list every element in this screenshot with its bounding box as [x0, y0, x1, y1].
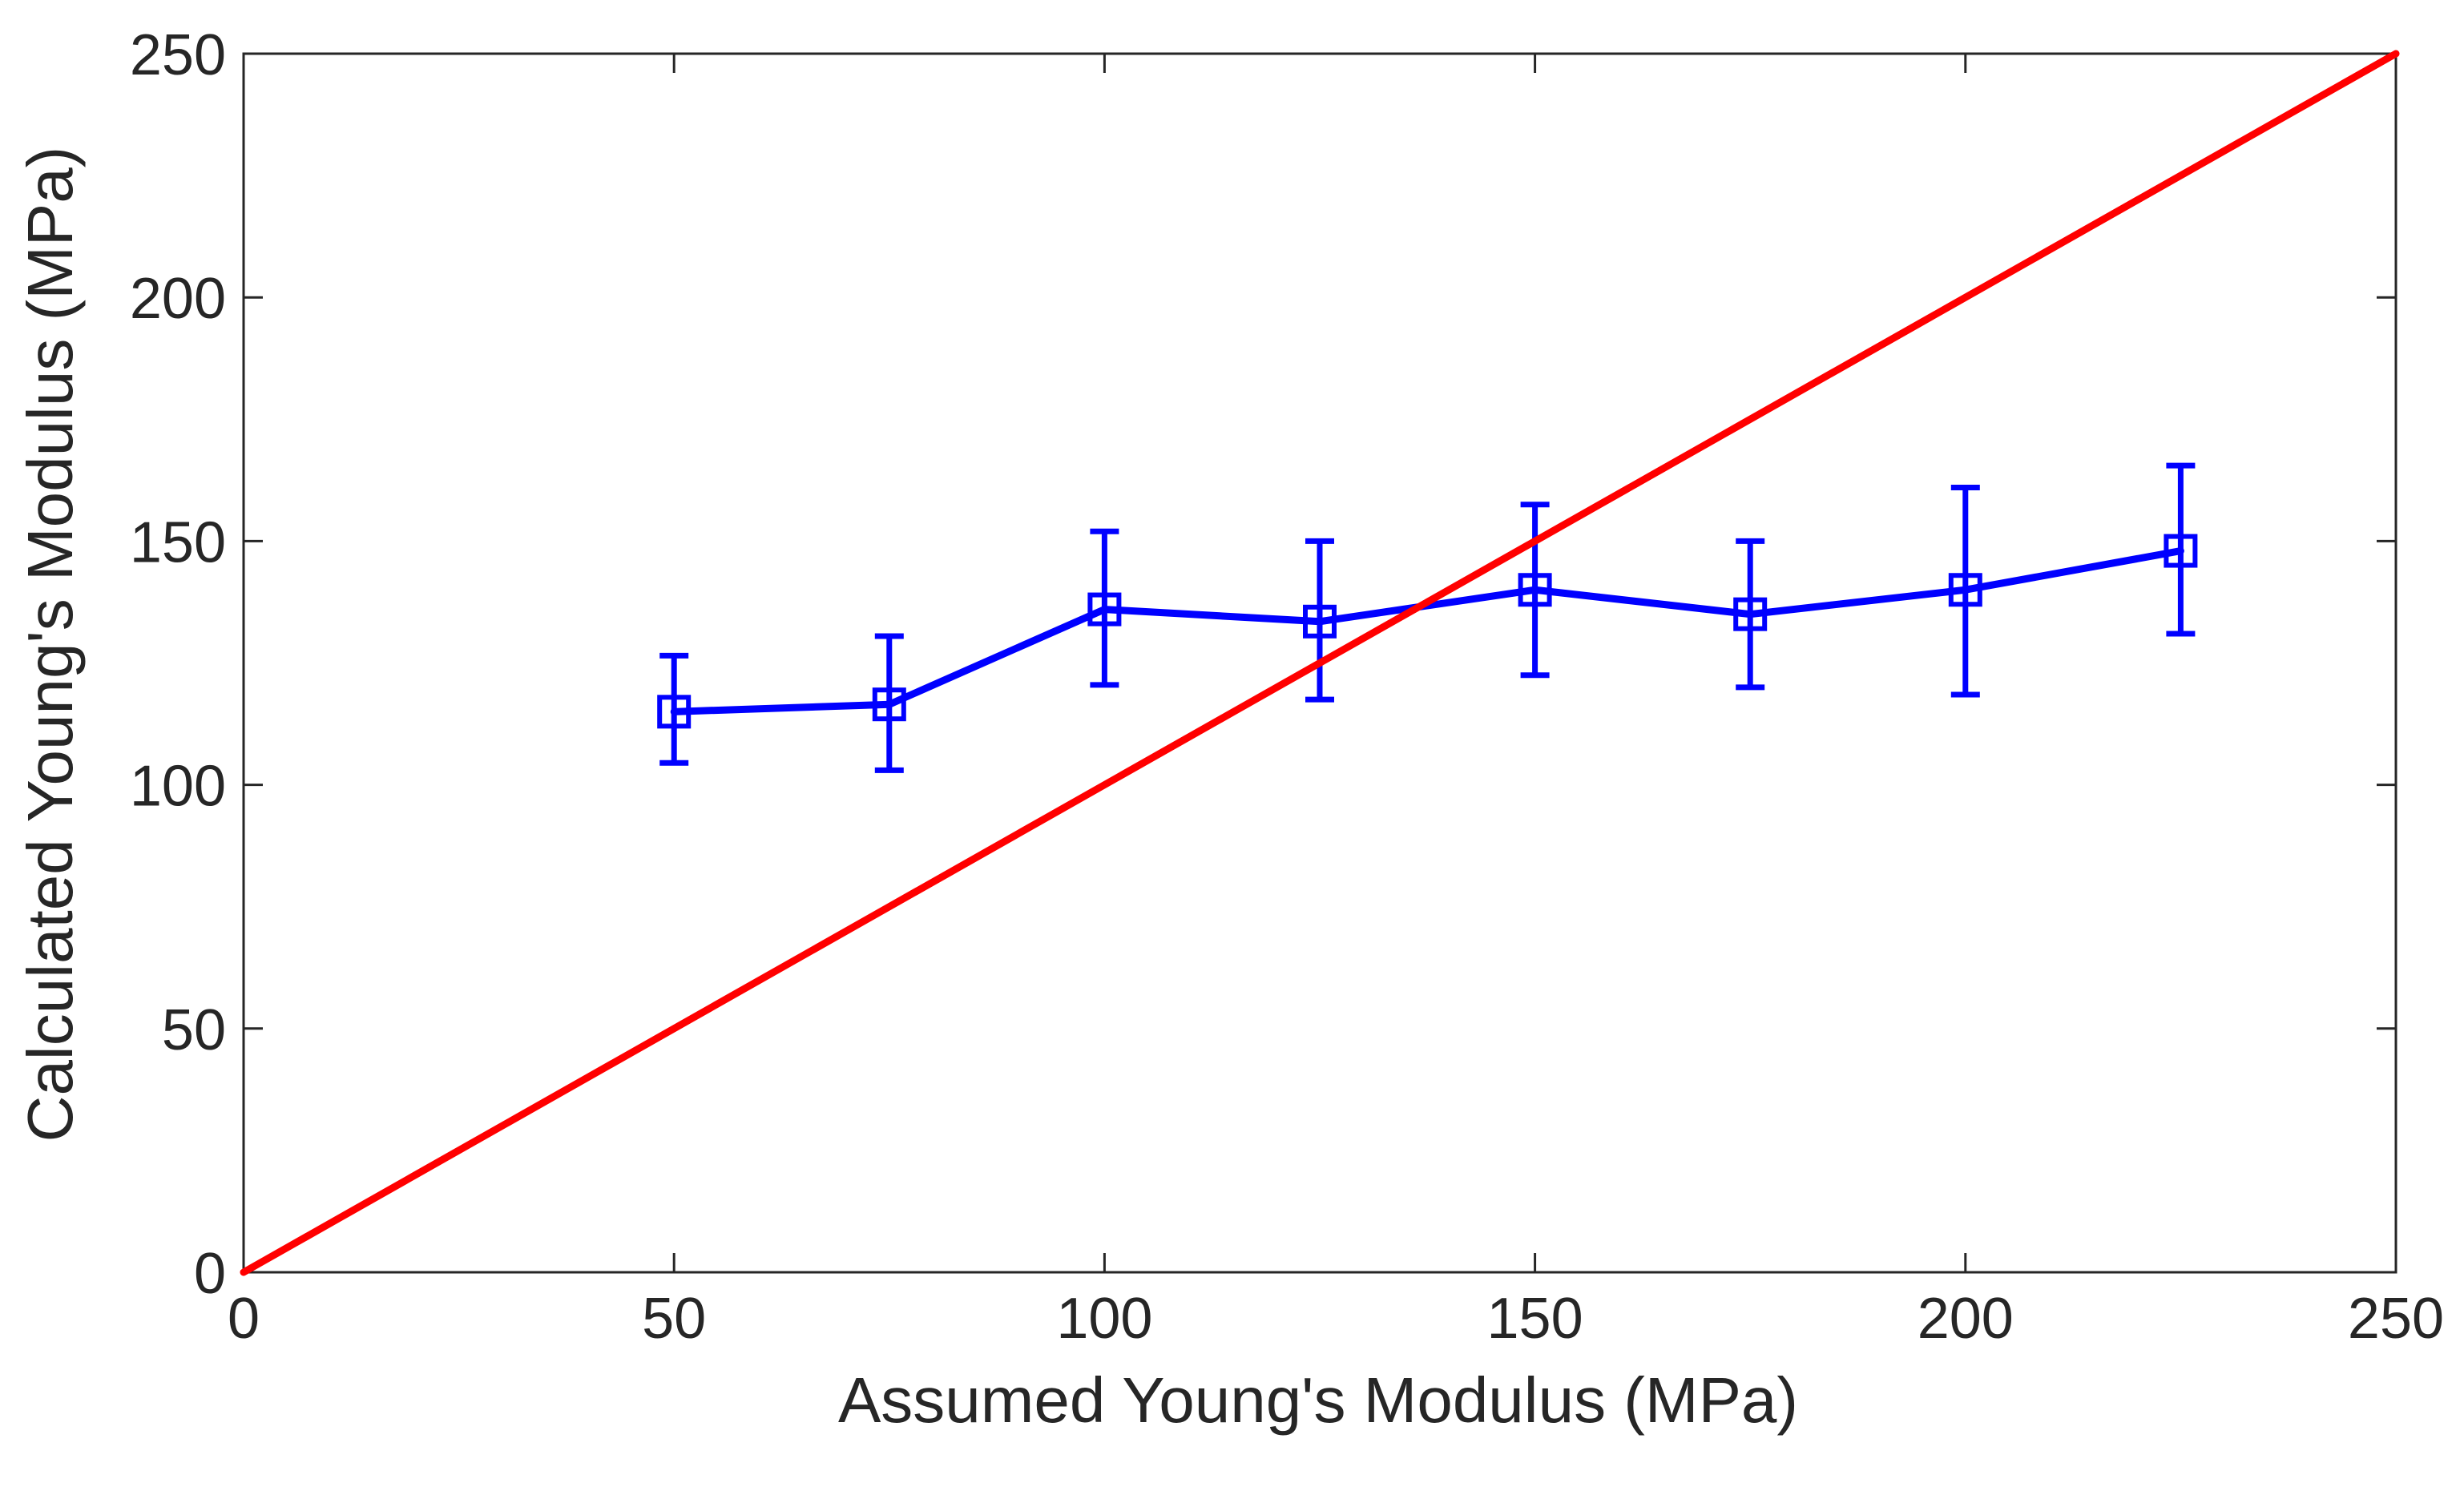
- y-tick-label: 100: [130, 755, 226, 819]
- data-point: [1087, 592, 1122, 627]
- y-tick-label: 0: [194, 1242, 226, 1306]
- data-point: [2164, 534, 2198, 568]
- y-tick-label: 50: [162, 998, 226, 1062]
- y-axis-label: Calculated Young's Modulus (MPa): [14, 147, 86, 1142]
- labels: Assumed Young's Modulus (MPa) Calculated…: [14, 147, 1798, 1436]
- y-tick-label: 250: [130, 23, 226, 87]
- data-point: [1303, 604, 1337, 639]
- axes: 0 50 100 150 200 250 0 50 100 150 200 250: [130, 23, 2444, 1351]
- x-tick-label: 50: [642, 1287, 706, 1351]
- x-axis-label: Assumed Young's Modulus (MPa): [838, 1364, 1798, 1436]
- data-point: [872, 687, 906, 722]
- data-point: [657, 695, 692, 729]
- data-point: [1518, 573, 1552, 607]
- plot-frame: [242, 52, 2397, 1274]
- x-tick-label: 200: [1918, 1287, 2014, 1351]
- x-tick-label: 150: [1487, 1287, 1583, 1351]
- series-identity: [240, 50, 2400, 1276]
- y-tick-label: 200: [130, 267, 226, 331]
- data-point: [1733, 597, 1768, 631]
- x-tick-label: 0: [228, 1287, 260, 1351]
- y-tick-label: 150: [130, 510, 226, 574]
- x-tick-label: 250: [2348, 1287, 2444, 1351]
- series: [240, 50, 2400, 1276]
- x-tick-label: 100: [1056, 1287, 1152, 1351]
- series-line-identity: [240, 50, 2400, 1276]
- data-point: [1948, 573, 1982, 607]
